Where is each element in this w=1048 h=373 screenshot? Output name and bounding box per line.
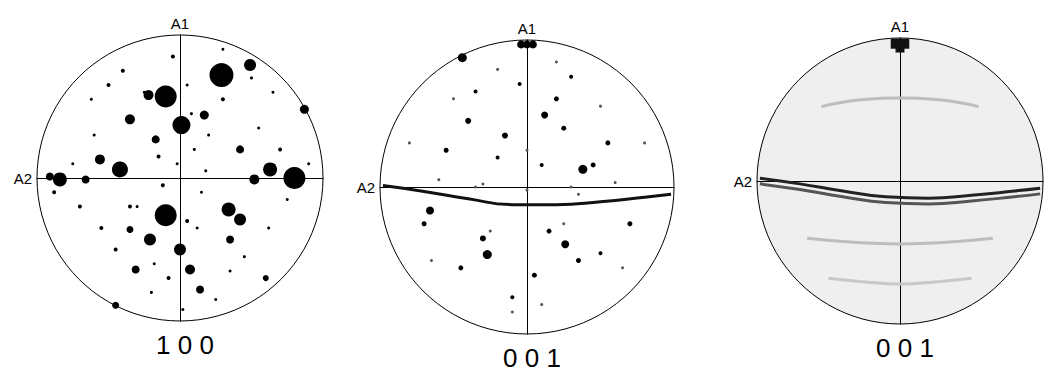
svg-text:0 0 1: 0 0 1 xyxy=(503,343,561,373)
svg-text:0 0 1: 0 0 1 xyxy=(876,333,934,363)
svg-text:A2: A2 xyxy=(14,170,32,187)
svg-text:A2: A2 xyxy=(734,173,752,190)
svg-text:A1: A1 xyxy=(518,20,536,37)
svg-text:A2: A2 xyxy=(357,179,375,196)
svg-text:A1: A1 xyxy=(171,15,189,32)
svg-text:A1: A1 xyxy=(891,18,909,35)
svg-text:1 0 0: 1 0 0 xyxy=(156,330,214,360)
